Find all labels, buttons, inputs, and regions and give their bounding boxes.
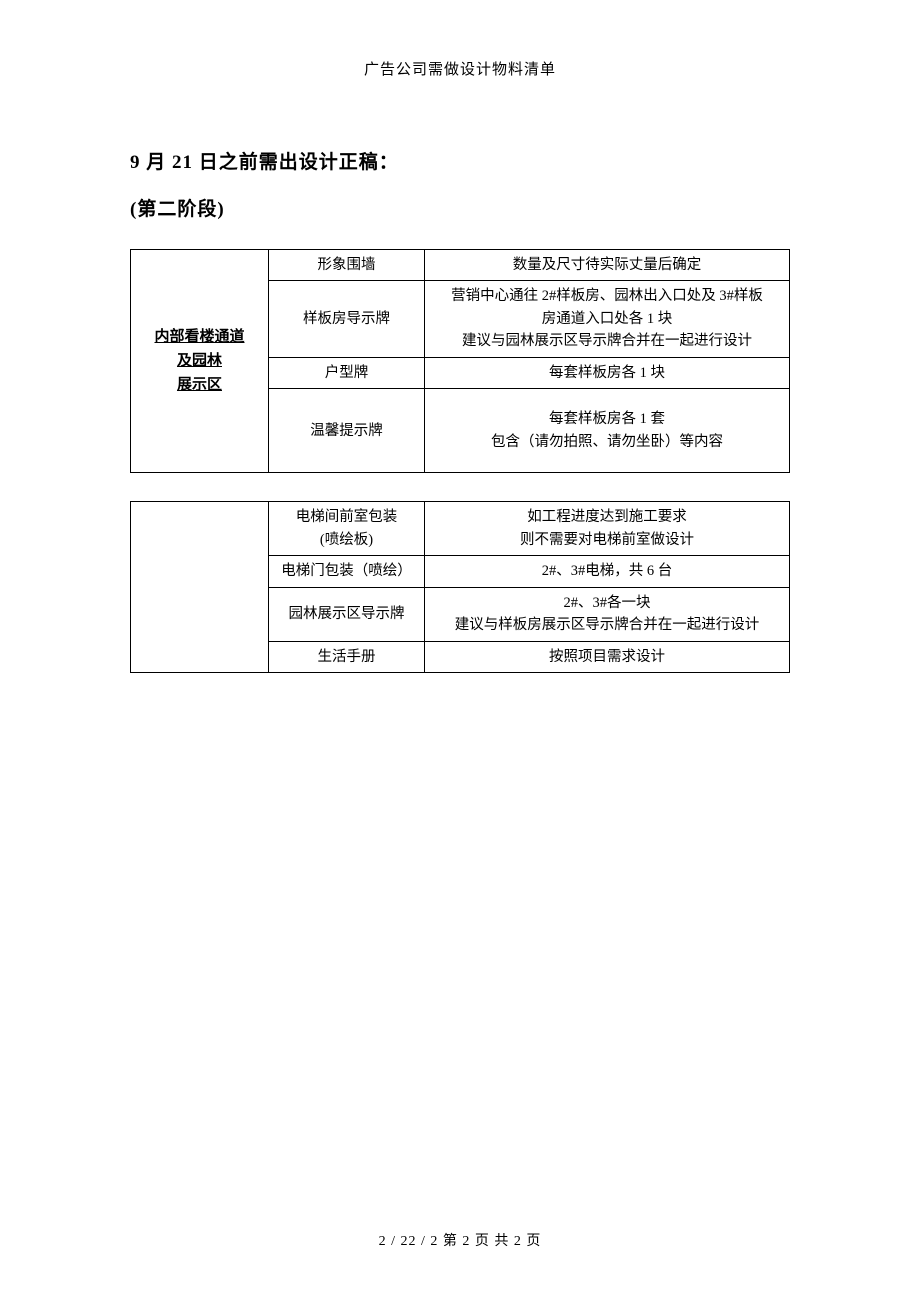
desc-cell: 数量及尺寸待实际丈量后确定 bbox=[425, 250, 790, 281]
item-cell: 形象围墙 bbox=[269, 250, 425, 281]
item-cell: 温馨提示牌 bbox=[269, 389, 425, 473]
desc-line: 包含（请勿拍照、请勿坐卧）等内容 bbox=[491, 434, 723, 450]
heading-phase: (第二阶段) bbox=[130, 194, 790, 221]
desc-line: 营销中心通往 2#样板房、园林出入口处及 3#样板 bbox=[451, 288, 763, 304]
main-content: 9 月 21 日之前需出设计正稿： (第二阶段) 内部看楼通道 及园林 展示区 … bbox=[0, 79, 920, 673]
section-label-line: 展示区 bbox=[177, 377, 222, 393]
desc-cell: 每套样板房各 1 块 bbox=[425, 357, 790, 388]
desc-cell: 营销中心通往 2#样板房、园林出入口处及 3#样板 房通道入口处各 1 块 建议… bbox=[425, 281, 790, 357]
desc-line: 每套样板房各 1 套 bbox=[549, 411, 665, 427]
section-label: 内部看楼通道 及园林 展示区 bbox=[137, 325, 262, 397]
desc-cell: 按照项目需求设计 bbox=[425, 641, 790, 672]
item-line: 电梯间前室包装 bbox=[296, 509, 398, 525]
section-label-cell: 内部看楼通道 及园林 展示区 bbox=[131, 250, 269, 473]
item-cell: 园林展示区导示牌 bbox=[269, 587, 425, 641]
desc-cell: 每套样板房各 1 套 包含（请勿拍照、请勿坐卧）等内容 bbox=[425, 389, 790, 473]
desc-cell: 2#、3#各一块 建议与样板房展示区导示牌合并在一起进行设计 bbox=[425, 587, 790, 641]
desc-cell: 2#、3#电梯，共 6 台 bbox=[425, 556, 790, 587]
heading-deadline: 9 月 21 日之前需出设计正稿： bbox=[130, 147, 790, 174]
item-cell: 电梯门包装（喷绘） bbox=[269, 556, 425, 587]
section-label-cell-empty bbox=[131, 502, 269, 673]
header-text: 广告公司需做设计物料清单 bbox=[364, 62, 556, 78]
section-label-line: 内部看楼通道 bbox=[154, 329, 244, 345]
desc-cell: 如工程进度达到施工要求 则不需要对电梯前室做设计 bbox=[425, 502, 790, 556]
desc-line: 房通道入口处各 1 块 bbox=[542, 311, 673, 327]
page-footer: 2 / 22 / 2 第 2 页 共 2 页 bbox=[0, 1230, 920, 1250]
item-cell: 户型牌 bbox=[269, 357, 425, 388]
table-row: 内部看楼通道 及园林 展示区 形象围墙 数量及尺寸待实际丈量后确定 bbox=[131, 250, 790, 281]
desc-line: 2#、3#各一块 bbox=[564, 595, 651, 611]
desc-line: 如工程进度达到施工要求 bbox=[527, 509, 687, 525]
desc-line: 则不需要对电梯前室做设计 bbox=[520, 532, 694, 548]
footer-text: 2 / 22 / 2 第 2 页 共 2 页 bbox=[379, 1234, 542, 1249]
item-cell: 样板房导示牌 bbox=[269, 281, 425, 357]
table-phase-items-2: 电梯间前室包装 (喷绘板) 如工程进度达到施工要求 则不需要对电梯前室做设计 电… bbox=[130, 501, 790, 673]
table-row: 电梯间前室包装 (喷绘板) 如工程进度达到施工要求 则不需要对电梯前室做设计 bbox=[131, 502, 790, 556]
desc-line: 建议与园林展示区导示牌合并在一起进行设计 bbox=[462, 333, 752, 349]
section-label-line: 及园林 bbox=[177, 353, 222, 369]
item-cell: 电梯间前室包装 (喷绘板) bbox=[269, 502, 425, 556]
table-phase-items-1: 内部看楼通道 及园林 展示区 形象围墙 数量及尺寸待实际丈量后确定 样板房导示牌… bbox=[130, 249, 790, 473]
item-cell: 生活手册 bbox=[269, 641, 425, 672]
item-line: (喷绘板) bbox=[320, 532, 373, 548]
page-header: 广告公司需做设计物料清单 bbox=[0, 0, 920, 79]
desc-line: 建议与样板房展示区导示牌合并在一起进行设计 bbox=[455, 617, 760, 633]
